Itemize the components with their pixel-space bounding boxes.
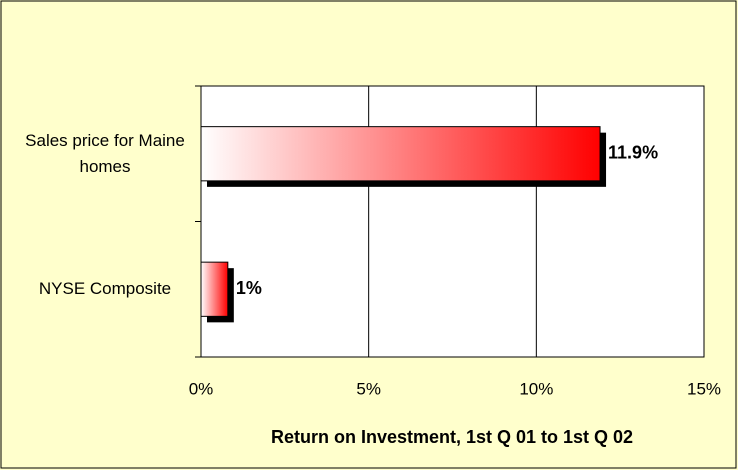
- bar: [200, 126, 601, 182]
- x-tick-label: 5%: [356, 379, 381, 398]
- bar: [200, 261, 229, 317]
- x-axis-title: Return on Investment, 1st Q 01 to 1st Q …: [271, 427, 633, 447]
- x-tick-label: 10%: [519, 379, 553, 398]
- data-label: 1%: [236, 278, 262, 298]
- y-tick-label: NYSE Composite: [38, 279, 172, 299]
- y-tick-label: Sales price for Maine homes: [25, 130, 185, 176]
- x-tick-label: 0%: [189, 379, 214, 398]
- data-label: 11.9%: [608, 143, 658, 163]
- x-tick-label: 15%: [687, 379, 721, 398]
